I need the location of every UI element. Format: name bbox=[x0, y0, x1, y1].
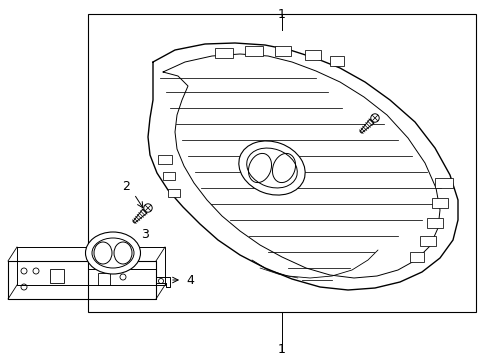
Bar bbox=[409, 252, 423, 262]
Bar bbox=[305, 50, 320, 60]
Bar bbox=[419, 236, 435, 246]
Ellipse shape bbox=[238, 141, 305, 195]
Polygon shape bbox=[133, 209, 147, 223]
Bar bbox=[88, 14, 475, 312]
Bar bbox=[274, 46, 290, 56]
Text: 1: 1 bbox=[278, 8, 285, 21]
Polygon shape bbox=[359, 119, 373, 133]
Bar bbox=[244, 46, 263, 56]
Bar bbox=[50, 269, 64, 283]
Bar bbox=[163, 172, 175, 180]
Ellipse shape bbox=[85, 232, 140, 274]
Bar bbox=[168, 189, 180, 197]
Bar bbox=[434, 178, 452, 188]
Bar bbox=[98, 273, 110, 285]
Circle shape bbox=[370, 114, 378, 122]
Circle shape bbox=[143, 204, 152, 212]
Text: 4: 4 bbox=[185, 274, 193, 287]
Bar bbox=[329, 56, 343, 66]
Bar bbox=[431, 198, 447, 208]
Text: 3: 3 bbox=[141, 229, 148, 242]
Bar bbox=[426, 218, 442, 228]
Bar bbox=[215, 48, 232, 58]
Text: 2: 2 bbox=[122, 180, 130, 193]
Bar bbox=[158, 155, 172, 164]
Text: 1: 1 bbox=[278, 343, 285, 356]
